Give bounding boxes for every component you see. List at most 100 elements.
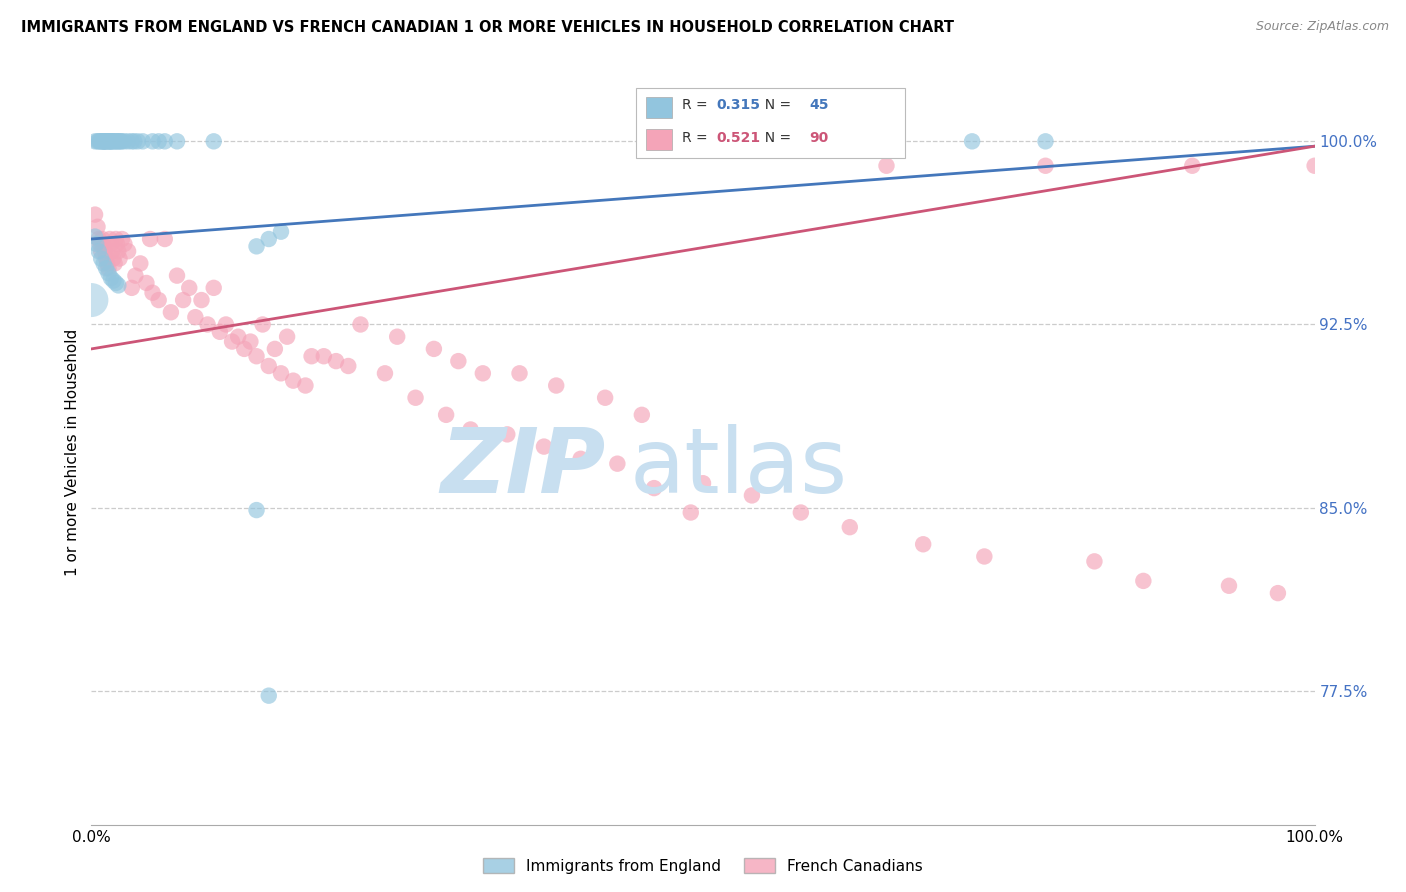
- Point: [84, 134, 107, 148]
- Point: [270, 225, 292, 239]
- Point: [91, 134, 114, 148]
- Point: [104, 232, 127, 246]
- Point: [741, 488, 763, 502]
- Point: [80, 293, 103, 307]
- Point: [87, 232, 110, 246]
- Point: [643, 481, 665, 495]
- Text: N =: N =: [755, 130, 796, 145]
- Point: [90, 244, 112, 259]
- Point: [112, 134, 135, 148]
- Point: [94, 134, 117, 148]
- Point: [434, 408, 457, 422]
- Point: [245, 349, 267, 363]
- Point: [87, 134, 110, 148]
- Text: 0.521: 0.521: [717, 130, 761, 145]
- Point: [105, 134, 128, 148]
- Text: 90: 90: [810, 130, 828, 145]
- Point: [87, 244, 110, 259]
- Point: [1303, 159, 1326, 173]
- Point: [460, 422, 482, 436]
- Point: [875, 134, 898, 148]
- Point: [96, 134, 118, 148]
- Point: [325, 354, 347, 368]
- Point: [111, 134, 134, 148]
- Point: [312, 349, 335, 363]
- Point: [117, 134, 139, 148]
- Text: Source: ZipAtlas.com: Source: ZipAtlas.com: [1256, 20, 1389, 33]
- Point: [1035, 134, 1057, 148]
- Point: [108, 134, 131, 148]
- Point: [1218, 579, 1240, 593]
- Point: [606, 457, 628, 471]
- Point: [405, 391, 427, 405]
- Point: [283, 374, 305, 388]
- Text: R =: R =: [682, 98, 713, 112]
- Point: [172, 293, 194, 307]
- Point: [270, 367, 292, 381]
- Point: [385, 329, 409, 343]
- Point: [838, 520, 860, 534]
- Point: [93, 256, 115, 270]
- Text: 0.315: 0.315: [717, 98, 761, 112]
- Point: [94, 134, 117, 148]
- Point: [148, 134, 170, 148]
- Point: [245, 503, 267, 517]
- Point: [122, 134, 145, 148]
- Point: [160, 305, 183, 319]
- Point: [226, 329, 249, 343]
- Point: [546, 378, 568, 392]
- Point: [148, 293, 170, 307]
- Point: [692, 476, 714, 491]
- Point: [107, 134, 129, 148]
- Y-axis label: 1 or more Vehicles in Household: 1 or more Vehicles in Household: [65, 329, 80, 576]
- Point: [93, 239, 115, 253]
- Bar: [645, 96, 672, 118]
- Point: [121, 134, 143, 148]
- Point: [90, 252, 112, 266]
- Point: [960, 134, 983, 148]
- Point: [569, 451, 592, 466]
- Point: [84, 208, 107, 222]
- Point: [166, 134, 188, 148]
- Text: N =: N =: [755, 98, 796, 112]
- Point: [104, 134, 127, 148]
- Point: [110, 134, 132, 148]
- Point: [111, 232, 134, 246]
- Point: [107, 244, 129, 259]
- Point: [790, 506, 813, 520]
- Point: [98, 232, 121, 246]
- Point: [239, 334, 262, 349]
- Point: [533, 440, 555, 454]
- Text: R =: R =: [682, 130, 713, 145]
- Point: [1083, 554, 1105, 568]
- Point: [1267, 586, 1289, 600]
- Point: [184, 310, 207, 325]
- Point: [121, 281, 143, 295]
- Point: [233, 342, 256, 356]
- Point: [98, 134, 121, 148]
- Point: [202, 134, 225, 148]
- Point: [103, 273, 125, 287]
- Point: [593, 391, 616, 405]
- Text: ZIP: ZIP: [440, 424, 605, 512]
- Point: [97, 266, 120, 280]
- Point: [98, 134, 121, 148]
- Point: [100, 134, 122, 148]
- Point: [93, 134, 115, 148]
- Point: [100, 134, 122, 148]
- Point: [1132, 574, 1154, 588]
- Point: [129, 256, 152, 270]
- Point: [93, 134, 115, 148]
- Point: [1035, 159, 1057, 173]
- Point: [190, 293, 212, 307]
- Point: [912, 537, 935, 551]
- Point: [89, 236, 111, 251]
- Point: [94, 261, 117, 276]
- Point: [107, 278, 129, 293]
- Point: [104, 134, 127, 148]
- Bar: [645, 128, 672, 150]
- Point: [97, 134, 120, 148]
- FancyBboxPatch shape: [636, 87, 905, 159]
- Point: [100, 236, 122, 251]
- Point: [94, 134, 117, 148]
